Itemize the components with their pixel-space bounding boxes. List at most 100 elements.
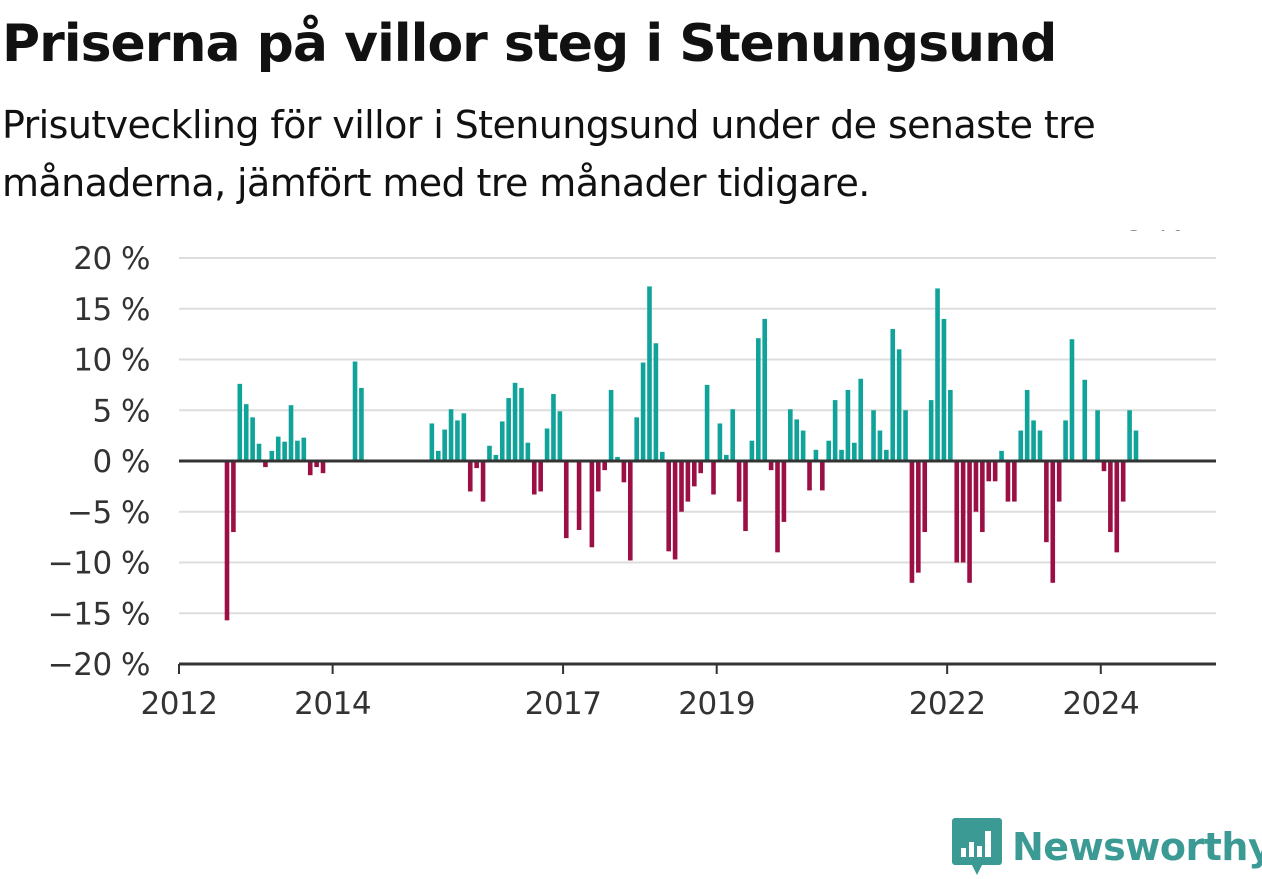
- bar: [627, 461, 633, 561]
- bar: [467, 461, 473, 492]
- bar: [1031, 420, 1036, 461]
- y-tick-label: −10 %: [48, 546, 150, 582]
- bar: [1101, 461, 1107, 472]
- y-tick-label: 10 %: [73, 343, 150, 379]
- bar: [352, 361, 358, 461]
- bar: [717, 423, 723, 461]
- x-tick-label: 2024: [1062, 686, 1139, 722]
- bar: [243, 404, 249, 461]
- bar: [487, 445, 492, 461]
- bar: [756, 338, 761, 461]
- y-tick-label: −5 %: [67, 495, 150, 531]
- bar: [813, 449, 819, 461]
- bar: [525, 442, 531, 461]
- bar: [826, 440, 832, 461]
- bar: [288, 405, 294, 461]
- bar: [538, 461, 543, 492]
- newsworthy-logo: Newsworthy: [952, 818, 1262, 876]
- x-tick-label: 2022: [909, 686, 986, 722]
- bar: [852, 442, 857, 461]
- bar: [544, 428, 550, 461]
- bar: [871, 410, 876, 461]
- bar: [1018, 430, 1024, 461]
- bar: [435, 450, 441, 461]
- bar: [960, 461, 966, 563]
- bar: [845, 389, 851, 461]
- y-tick-label: −15 %: [48, 596, 150, 632]
- bar: [858, 378, 864, 461]
- bar: [1024, 389, 1030, 461]
- annotation-label: 5 %: [1126, 230, 1185, 238]
- bar: [634, 417, 639, 461]
- bar: [640, 362, 646, 461]
- brand-name: Newsworthy: [1012, 825, 1262, 869]
- bar: [480, 461, 486, 502]
- x-tick-label: 2019: [678, 686, 755, 722]
- bar: [608, 389, 614, 461]
- x-tick-label: 2012: [141, 686, 218, 722]
- bar: [794, 419, 800, 461]
- bar: [724, 454, 729, 461]
- bar: [922, 461, 928, 533]
- bar: [941, 318, 947, 461]
- bar: [775, 461, 780, 553]
- bar: [1063, 420, 1068, 461]
- bar: [909, 461, 915, 583]
- bar: [442, 429, 447, 461]
- bar: [743, 461, 748, 532]
- bar: [781, 461, 787, 522]
- bar: [704, 384, 710, 461]
- bar: [461, 413, 467, 461]
- bar: [1127, 410, 1132, 461]
- bar: [980, 461, 985, 533]
- axis-labels: 20 %15 %10 %5 %0 %−5 %−10 %−15 %−20 %201…: [48, 230, 1189, 722]
- bar: [1095, 410, 1100, 461]
- bar: [506, 398, 511, 461]
- bar: [250, 417, 255, 461]
- bar: [877, 430, 883, 461]
- bar: [1044, 461, 1049, 543]
- bar-chart: 20 %15 %10 %5 %0 %−5 %−10 %−15 %−20 %201…: [48, 230, 1216, 722]
- bar: [307, 461, 313, 476]
- bar: [1012, 461, 1017, 502]
- bar: [1056, 461, 1062, 502]
- bar: [576, 461, 582, 531]
- bar: [256, 443, 262, 461]
- bar: [1005, 461, 1011, 502]
- bar: [301, 437, 307, 461]
- bar: [448, 409, 454, 461]
- bar: [621, 461, 627, 483]
- bar: [896, 349, 902, 461]
- bar: [602, 461, 607, 471]
- bar: [832, 400, 838, 461]
- bar: [455, 420, 460, 461]
- y-tick-label: 5 %: [92, 393, 150, 429]
- y-tick-label: 0 %: [92, 444, 150, 480]
- bar: [1120, 461, 1126, 502]
- bar: [474, 461, 479, 469]
- bar: [224, 461, 230, 621]
- y-tick-label: −20 %: [48, 647, 150, 683]
- newsworthy-logo-icon: [952, 818, 1002, 875]
- bar: [595, 461, 601, 492]
- y-tick-label: 15 %: [73, 292, 150, 328]
- bar: [282, 441, 287, 461]
- bar: [1133, 430, 1139, 461]
- bar: [263, 461, 268, 468]
- bar: [992, 461, 998, 482]
- grid-lines: [179, 257, 1216, 615]
- bar: [563, 461, 569, 539]
- bar: [973, 461, 979, 512]
- bar: [519, 387, 524, 461]
- chart-subtitle: Prisutveckling för villor i Stenungsund …: [2, 103, 1096, 205]
- bar: [890, 329, 896, 461]
- bar: [659, 451, 665, 461]
- bar: [986, 461, 992, 482]
- bar: [1069, 339, 1075, 461]
- bars: [224, 286, 1139, 621]
- bar: [269, 450, 275, 461]
- bar: [672, 461, 678, 560]
- bar: [788, 409, 793, 461]
- bar: [948, 389, 953, 461]
- bar: [800, 430, 806, 461]
